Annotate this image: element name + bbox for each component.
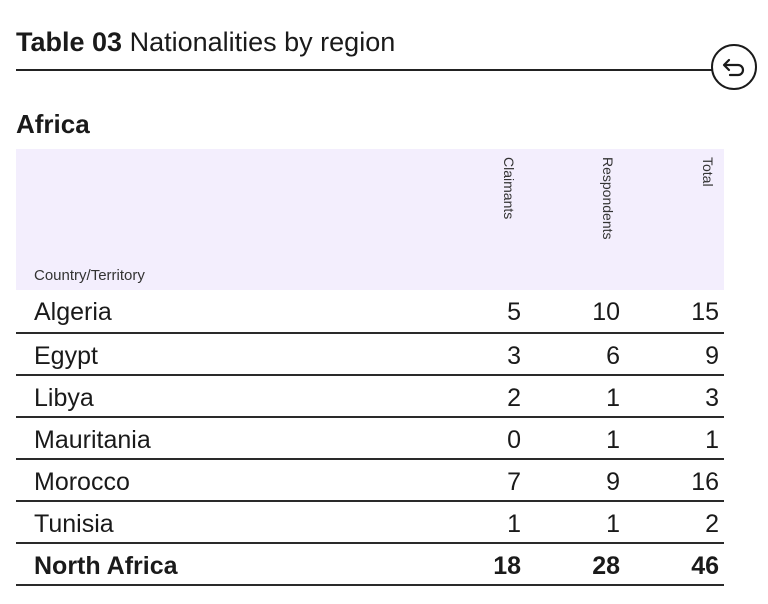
back-button[interactable] xyxy=(711,44,757,90)
table-row: Mauritania 0 1 1 xyxy=(16,416,724,458)
column-header-claimants: Claimants xyxy=(501,157,517,220)
cell-total: 3 xyxy=(705,384,719,412)
cell-country: Libya xyxy=(34,384,94,412)
cell-respondents: 1 xyxy=(606,510,620,538)
title-divider xyxy=(16,69,712,71)
page-title: Table 03 Nationalities by region xyxy=(16,22,395,62)
table-number: Table 03 xyxy=(16,27,123,57)
cell-total: 16 xyxy=(691,468,719,496)
table-row: Morocco 7 9 16 xyxy=(16,458,724,500)
cell-total: 46 xyxy=(691,552,719,580)
cell-respondents: 9 xyxy=(606,468,620,496)
cell-claimants: 3 xyxy=(507,342,521,370)
cell-country: Egypt xyxy=(34,342,98,370)
table-total-row: North Africa 18 28 46 xyxy=(16,542,724,586)
back-arrow-icon xyxy=(722,58,745,77)
column-header-respondents: Respondents xyxy=(600,157,616,240)
cell-claimants: 1 xyxy=(507,510,521,538)
region-heading: Africa xyxy=(16,109,90,139)
cell-claimants: 18 xyxy=(493,552,521,580)
cell-respondents: 1 xyxy=(606,384,620,412)
cell-country: Morocco xyxy=(34,468,130,496)
table-row: Libya 2 1 3 xyxy=(16,374,724,416)
cell-total: 1 xyxy=(705,426,719,454)
cell-claimants: 7 xyxy=(507,468,521,496)
cell-respondents: 28 xyxy=(592,552,620,580)
cell-country: North Africa xyxy=(34,552,178,580)
table-header: Country/Territory Claimants Respondents … xyxy=(16,149,724,290)
cell-country: Tunisia xyxy=(34,510,114,538)
column-header-total: Total xyxy=(700,157,716,187)
table-row: Algeria 5 10 15 xyxy=(16,290,724,332)
cell-total: 9 xyxy=(705,342,719,370)
cell-claimants: 0 xyxy=(507,426,521,454)
cell-respondents: 6 xyxy=(606,342,620,370)
cell-respondents: 1 xyxy=(606,426,620,454)
cell-claimants: 2 xyxy=(507,384,521,412)
table-title: Nationalities by region xyxy=(129,27,396,57)
cell-respondents: 10 xyxy=(592,298,620,326)
nationalities-table: Country/Territory Claimants Respondents … xyxy=(16,149,724,586)
cell-total: 2 xyxy=(705,510,719,538)
table-row: Tunisia 1 1 2 xyxy=(16,500,724,542)
cell-total: 15 xyxy=(691,298,719,326)
cell-claimants: 5 xyxy=(507,298,521,326)
cell-country: Algeria xyxy=(34,298,112,326)
table-row: Egypt 3 6 9 xyxy=(16,332,724,374)
column-header-country: Country/Territory xyxy=(34,267,145,284)
cell-country: Mauritania xyxy=(34,426,151,454)
